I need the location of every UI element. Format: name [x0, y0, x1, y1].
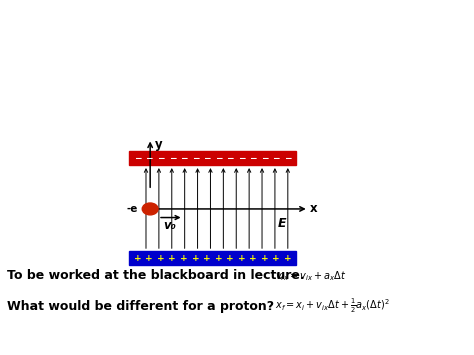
Text: +: + [284, 254, 292, 263]
Text: E: E [277, 217, 286, 230]
Text: −: − [215, 154, 222, 163]
Text: x: x [310, 202, 317, 215]
Bar [129, 251, 296, 265]
Text: Example: an electron moving with velocity v₀ in the positive x
direction enters : Example: an electron moving with velocit… [17, 9, 422, 57]
Text: −: − [226, 154, 234, 163]
Text: +: + [226, 254, 234, 263]
Text: +: + [215, 254, 222, 263]
Circle shape [142, 203, 158, 215]
Text: −: − [134, 154, 141, 163]
Text: Make sure you understand what a uniform electric field is.: Make sure you understand what a uniform … [94, 337, 380, 347]
Text: +: + [168, 254, 176, 263]
Text: $x_f = x_i + v_{ix}\Delta t + \frac{1}{2}a_x\left(\Delta t\right)^2$: $x_f = x_i + v_{ix}\Delta t + \frac{1}{2… [275, 296, 390, 315]
Text: +: + [203, 254, 211, 263]
Text: -e: -e [127, 204, 138, 214]
Bar [5, 332, 469, 353]
Text: +: + [157, 254, 164, 263]
Text: −: − [146, 154, 153, 163]
Text: −: − [261, 154, 268, 163]
Text: +: + [273, 254, 280, 263]
Text: −: − [203, 154, 211, 163]
Text: −: − [249, 154, 257, 163]
Text: What would be different for a proton?: What would be different for a proton? [7, 300, 274, 313]
Text: +: + [191, 254, 199, 263]
Text: To be worked at the blackboard in lecture.: To be worked at the blackboard in lectur… [7, 269, 305, 282]
Text: +: + [238, 254, 246, 263]
Text: v₀: v₀ [164, 219, 176, 232]
Text: −: − [238, 154, 246, 163]
Text: −: − [180, 154, 188, 163]
Bar [129, 151, 296, 165]
Text: $v_{fx} = v_{ix} + a_x\Delta t$: $v_{fx} = v_{ix} + a_x\Delta t$ [275, 269, 346, 283]
Text: −: − [169, 154, 176, 163]
Text: y: y [155, 138, 163, 151]
Text: +: + [249, 254, 257, 263]
Text: +: + [146, 254, 153, 263]
Text: −: − [284, 154, 292, 163]
Text: −: − [157, 154, 164, 163]
Text: −: − [273, 154, 280, 163]
Text: +: + [134, 254, 141, 263]
Text: −: − [191, 154, 199, 163]
Text: +: + [261, 254, 269, 263]
Text: +: + [180, 254, 188, 263]
